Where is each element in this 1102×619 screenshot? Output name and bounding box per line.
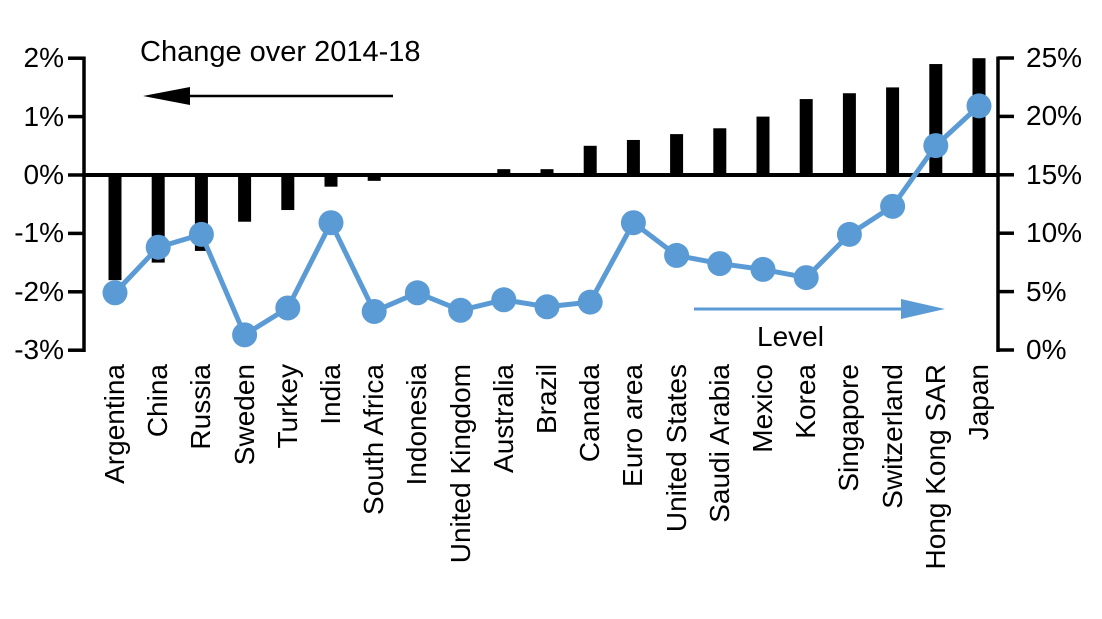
marker-hong-kong-sar: [923, 133, 949, 159]
marker-korea: [793, 265, 819, 291]
marker-russia: [188, 221, 214, 247]
marker-sweden: [232, 322, 258, 348]
category-label-text: Argentina: [99, 364, 130, 484]
left-axis-tick-label-2-: 2%: [23, 42, 64, 74]
bar-switzerland: [886, 87, 900, 175]
marker-china: [145, 234, 171, 260]
category-label-text: Russia: [185, 364, 217, 450]
marker-saudi-arabia: [707, 251, 733, 277]
bar-brazil: [540, 169, 554, 175]
bar-united-states: [670, 134, 684, 175]
right-axis-tick-label-20-: 20%: [1026, 100, 1083, 132]
category-label-text: Switzerland: [876, 364, 908, 509]
category-label-text: Korea: [790, 364, 822, 439]
bar-singapore: [842, 93, 856, 175]
level-series-annotation: Level: [757, 321, 824, 352]
category-label-text: Singapore: [833, 364, 865, 492]
level-axis-arrow-head: [901, 299, 945, 319]
category-label-text: Euro area: [617, 364, 649, 487]
bar-argentina: [108, 175, 122, 281]
change-axis-arrow-head: [143, 87, 190, 105]
marker-argentina: [102, 280, 128, 306]
marker-canada: [577, 289, 603, 315]
category-label-text: Indonesia: [401, 364, 433, 486]
bar-saudi-arabia: [713, 128, 727, 175]
change-series-annotation: Change over 2014-18: [140, 36, 421, 68]
left-axis-tick-label--2-: -2%: [14, 275, 64, 307]
bar-south-africa: [367, 175, 381, 181]
bar-australia: [497, 169, 511, 175]
category-label-text: South Africa: [358, 364, 390, 515]
bar-turkey: [281, 175, 295, 211]
category-label-text: Canada: [574, 364, 606, 463]
bar-euro-area: [626, 139, 640, 175]
left-axis-tick-label-0-: 0%: [23, 159, 64, 190]
right-axis-tick-label-0-: 0%: [1026, 334, 1067, 365]
marker-mexico: [750, 256, 776, 282]
bar-india: [324, 175, 338, 187]
right-axis-tick-label-15-: 15%: [1026, 158, 1083, 190]
bar-sweden: [238, 175, 252, 222]
category-label-text: Mexico: [747, 364, 778, 453]
bar-mexico: [756, 116, 770, 175]
category-label-text: United States: [660, 364, 692, 533]
category-label-text: Sweden: [228, 364, 260, 466]
bar-korea: [799, 99, 813, 175]
category-label-text: Turkey: [271, 364, 303, 449]
category-label-text: China: [142, 364, 174, 438]
category-label-text: India: [315, 364, 346, 425]
category-label-text: Japan: [963, 364, 994, 441]
marker-india: [318, 210, 344, 236]
marker-united-kingdom: [448, 297, 474, 323]
marker-south-africa: [361, 298, 387, 324]
marker-singapore: [836, 221, 862, 247]
marker-united-states: [664, 242, 690, 268]
left-axis-tick-label--3-: -3%: [14, 334, 64, 366]
marker-japan: [966, 93, 992, 119]
marker-switzerland: [880, 193, 906, 219]
category-label-text: Saudi Arabia: [703, 364, 735, 523]
marker-euro-area: [620, 210, 646, 236]
category-label-text: Brazil: [531, 364, 562, 435]
bar-canada: [583, 145, 597, 175]
category-label-text: United Kingdom: [444, 364, 476, 564]
bar-hong-kong-sar: [929, 64, 943, 175]
right-axis-tick-label-10-: 10%: [1026, 217, 1083, 249]
right-axis-tick-label-25-: 25%: [1026, 42, 1083, 73]
right-axis-tick-label-5-: 5%: [1026, 275, 1067, 307]
marker-australia: [491, 287, 517, 313]
category-label-text: Hong Kong SAR: [919, 364, 951, 570]
marker-turkey: [275, 295, 301, 321]
left-axis-tick-label--1-: -1%: [14, 217, 64, 249]
marker-indonesia: [404, 280, 430, 306]
category-label-text: Australia: [487, 364, 519, 473]
marker-brazil: [534, 294, 560, 320]
left-axis-tick-label-1-: 1%: [23, 100, 64, 132]
